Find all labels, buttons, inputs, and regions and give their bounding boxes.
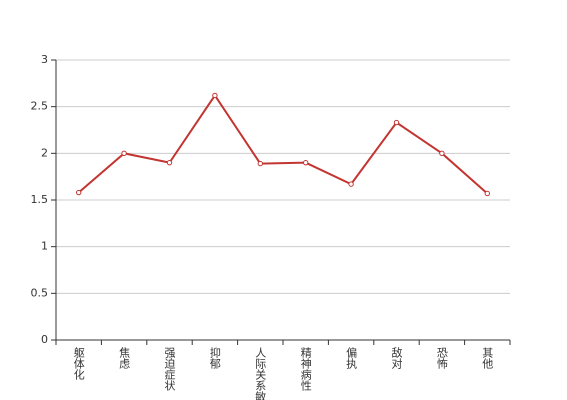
x-tick-label: 抑郁 (208, 346, 221, 369)
y-tick-label: 3 (41, 53, 48, 66)
point (257, 160, 263, 167)
x-tick-label: 躯体化 (72, 347, 85, 381)
x-tick-label: 焦虑 (118, 347, 131, 369)
y-tick-label: 0.5 (31, 286, 49, 299)
y-tick-label: 0 (41, 333, 48, 346)
point (121, 150, 127, 157)
point (348, 181, 354, 187)
line (78, 93, 488, 195)
x-tick-label: 敌对 (390, 346, 403, 369)
x-tick-label: 强迫症状 (163, 347, 176, 391)
x-tick-label: 偏执 (345, 346, 358, 370)
x-tick-label: 精神病性 (299, 347, 312, 392)
point (303, 159, 309, 166)
point (212, 92, 218, 99)
point (439, 150, 445, 157)
x-tick-label: 恐怖 (435, 347, 448, 369)
point (393, 119, 400, 126)
point (166, 159, 173, 166)
y-tick-label: 1 (41, 240, 48, 253)
point (76, 189, 82, 196)
point (484, 190, 490, 197)
y-tick-label: 1.5 (31, 193, 49, 206)
y-tick-label: 2 (41, 146, 48, 159)
x-tick-label: 人际关系敏感 (254, 347, 267, 400)
y-tick-label: 2.5 (31, 100, 49, 113)
x-tick-label: 其他 (481, 347, 494, 369)
